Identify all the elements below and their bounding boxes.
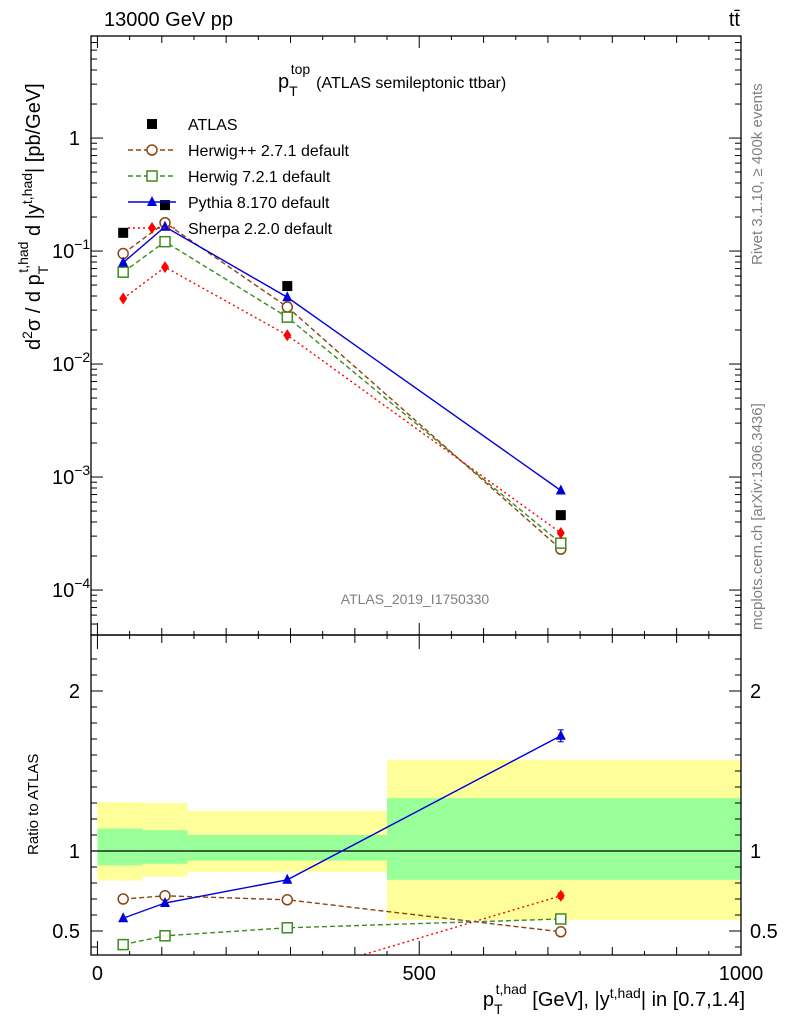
x-tick-label: 0 — [92, 963, 103, 985]
x-tick-label: 1000 — [719, 963, 764, 985]
legend-marker-pythia-8-170-default — [147, 196, 157, 206]
tick-base: 10 — [52, 241, 74, 263]
ratio-bands — [91, 759, 741, 920]
ratio-y-tick-label-left: 1 — [69, 841, 80, 863]
ratio-point-herwig-7-2-1-default — [281, 922, 294, 934]
tick-base: 10 — [52, 467, 74, 489]
legend-label-herwig-2-7-1-default: Herwig++ 2.7.1 default — [188, 143, 350, 160]
tick-exponent: −1 — [74, 236, 90, 252]
series-line-sherpa-2-2-0-default — [122, 266, 562, 534]
ratio-point-herwig-2-7-1-default — [117, 893, 129, 905]
legend-marker-herwig-7-2-1-default — [146, 170, 158, 182]
legend-marker-herwig-2-7-1-default — [146, 144, 158, 156]
legend-label-sherpa-2-2-0-default: Sherpa 2.2.0 default — [188, 221, 333, 238]
data-point-herwig-7-2-1-default — [159, 235, 171, 248]
ratio-series-sherpa-2-2-0-default — [359, 889, 565, 955]
ratio-y-tick-label-left: 0.5 — [52, 921, 80, 943]
legend: ATLAS Herwig++ 2.7.1 default Herwig 7.2.1 … — [128, 117, 350, 238]
data-point-herwig-7-2-1-default — [555, 537, 567, 549]
tick-exponent: −2 — [74, 349, 90, 365]
tick-exponent: −4 — [74, 575, 90, 591]
data-point-atlas — [118, 227, 129, 238]
x-axis-label: pTt,had [GeV], |yt,had| in [0.7,1.4] — [483, 981, 745, 1017]
ratio-frame — [90, 634, 742, 956]
data-point-herwig-7-2-1-default — [117, 266, 129, 278]
series-line-pythia-8-170-default — [122, 225, 562, 492]
main-y-tick-label: 10−2 — [52, 349, 90, 376]
legend-label-atlas: ATLAS — [188, 117, 238, 134]
data-point-sherpa-2-2-0-default — [556, 526, 565, 539]
ratio-series-pythia-8-170-default — [118, 729, 566, 923]
ratio-point-herwig-2-7-1-default — [281, 894, 294, 906]
uncertainty-band-green — [142, 830, 188, 864]
rivet-label: Rivet 3.1.10, ≥ 400k events — [749, 83, 766, 265]
ratio-point-pythia-8-170-default — [555, 729, 566, 740]
uncertainty-band-green — [187, 835, 388, 861]
data-point-pythia-8-170-default — [282, 291, 293, 302]
ratio-point-herwig-7-2-1-default — [159, 930, 171, 942]
data-point-herwig-7-2-1-default — [281, 311, 294, 323]
ratio-line-herwig-7-2-1-default — [123, 918, 561, 946]
series-line-herwig-2-7-1-default — [122, 221, 562, 550]
ratio-y-tick-label-right: 2 — [750, 681, 761, 703]
data-point-atlas — [282, 281, 293, 292]
source-label: mcplots.cern.ch [arXiv:1306.3436] — [749, 403, 766, 630]
uncertainty-band-green — [97, 828, 143, 866]
ratio-point-herwig-7-2-1-default — [117, 938, 129, 951]
analysis-label: ATLAS_2019_I1750330 — [341, 591, 490, 607]
ratio-series-herwig-2-7-1-default — [117, 890, 567, 938]
ratio-point-pythia-8-170-default — [118, 912, 129, 923]
ratio-point-herwig-2-7-1-default — [555, 926, 567, 938]
main-tick-labels: 110−110−210−310−4 — [52, 128, 90, 602]
main-title: pTtop(ATLAS semileptonic ttbar) — [278, 61, 506, 99]
data-point-herwig-2-7-1-default — [281, 301, 294, 313]
data-point-pythia-8-170-default — [160, 220, 171, 231]
tick-base: 10 — [52, 354, 74, 376]
legend-marker-sherpa-2-2-0-default — [148, 222, 156, 234]
legend-label-herwig-7-2-1-default: Herwig 7.2.1 default — [188, 169, 331, 186]
data-point-atlas — [160, 200, 171, 211]
data-point-sherpa-2-2-0-default — [119, 292, 128, 305]
ratio-point-herwig-7-2-1-default — [555, 913, 567, 925]
ratio-panel: 0.5 0.5 1 1 2 2 0 500 1000 Ratio to ATLAS pTt,ha… — [25, 634, 778, 1017]
x-tick-label: 500 — [403, 963, 436, 985]
legend-label-pythia-8-170-default: Pythia 8.170 default — [188, 195, 330, 212]
ratio-series-herwig-7-2-1-default — [117, 913, 567, 951]
ratio-point-sherpa-2-2-0-default — [556, 889, 565, 902]
ratio-point-pythia-8-170-default — [282, 873, 293, 884]
main-y-tick-label: 10−1 — [52, 236, 90, 263]
legend-marker-atlas — [147, 119, 157, 129]
main-series — [117, 200, 567, 555]
data-point-atlas — [555, 510, 566, 521]
uncertainty-band-green — [387, 798, 741, 880]
tick-exponent: −3 — [74, 462, 90, 478]
data-point-sherpa-2-2-0-default — [283, 329, 292, 342]
ratio-y-tick-label-left: 2 — [69, 681, 80, 703]
ratio-y-axis-label: Ratio to ATLAS — [25, 754, 42, 855]
ratio-axes — [90, 634, 742, 956]
ratio-y-tick-label-right: 1 — [750, 841, 761, 863]
ratio-line-herwig-2-7-1-default — [123, 895, 561, 933]
main-y-tick-label: 10−3 — [52, 462, 90, 489]
main-panel: 110−110−210−310−4 pTtop(ATLAS semilepton… — [15, 35, 742, 636]
main-y-axis-label: d2σ / d pTt,had d |yt,had| [pb/GeV] — [15, 83, 51, 350]
ratio-y-tick-label-right: 0.5 — [750, 921, 778, 943]
data-point-sherpa-2-2-0-default — [161, 261, 170, 274]
ratio-point-pythia-8-170-default — [160, 897, 171, 907]
ratio-tick-labels: 0.5 0.5 1 1 2 2 0 500 1000 — [52, 681, 778, 985]
main-y-tick-label: 10−4 — [52, 575, 90, 602]
tick-base: 10 — [52, 580, 74, 602]
data-point-pythia-8-170-default — [555, 484, 566, 495]
process-label: tt̄ — [729, 9, 741, 31]
energy-label: 13000 GeV pp — [104, 9, 233, 31]
data-point-pythia-8-170-default — [118, 256, 129, 267]
ratio-series — [117, 729, 567, 955]
main-y-tick-label: 1 — [69, 128, 80, 150]
ratio-line-pythia-8-170-default — [122, 735, 562, 919]
series-line-herwig-7-2-1-default — [122, 240, 562, 544]
